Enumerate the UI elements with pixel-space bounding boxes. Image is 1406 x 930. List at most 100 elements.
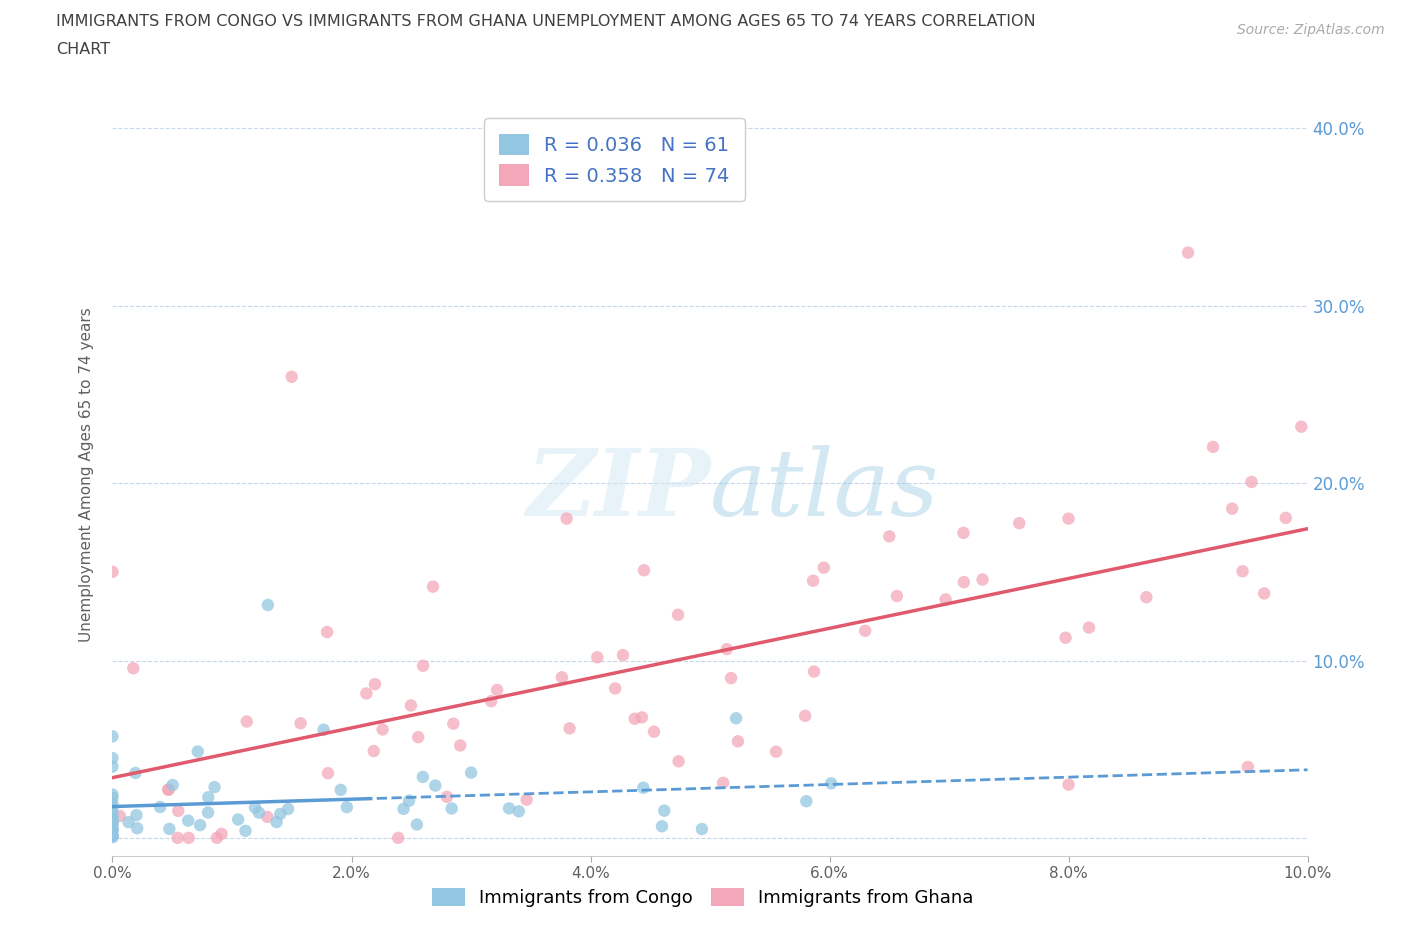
Point xyxy=(290,716,312,731)
Legend: Immigrants from Congo, Immigrants from Ghana: Immigrants from Congo, Immigrants from G… xyxy=(423,879,983,916)
Point xyxy=(441,716,464,731)
Point xyxy=(425,778,447,793)
Point xyxy=(329,782,352,797)
Point xyxy=(935,592,957,607)
Point xyxy=(356,686,378,701)
Point xyxy=(101,800,124,815)
Point xyxy=(651,818,673,833)
Point xyxy=(101,815,124,830)
Point xyxy=(406,730,429,745)
Point xyxy=(371,722,394,737)
Point xyxy=(422,579,444,594)
Point xyxy=(633,780,655,795)
Point xyxy=(157,821,180,836)
Point xyxy=(101,829,124,844)
Text: atlas: atlas xyxy=(710,445,939,535)
Point xyxy=(188,817,211,832)
Point xyxy=(803,664,825,679)
Point xyxy=(1054,631,1077,645)
Point xyxy=(281,369,304,384)
Point xyxy=(101,824,124,839)
Point xyxy=(101,812,124,827)
Point xyxy=(177,830,200,845)
Point xyxy=(633,563,655,578)
Text: CHART: CHART xyxy=(56,42,110,57)
Point xyxy=(266,815,288,830)
Point xyxy=(399,698,422,713)
Point xyxy=(820,776,842,790)
Point xyxy=(412,769,434,784)
Point xyxy=(101,830,124,844)
Point xyxy=(167,804,190,818)
Point xyxy=(122,661,145,676)
Point xyxy=(226,812,249,827)
Point xyxy=(498,801,520,816)
Point xyxy=(551,670,574,684)
Point xyxy=(269,806,291,821)
Point xyxy=(247,805,270,820)
Point xyxy=(211,827,233,842)
Text: Source: ZipAtlas.com: Source: ZipAtlas.com xyxy=(1237,23,1385,37)
Point xyxy=(101,790,124,805)
Point xyxy=(398,793,420,808)
Point xyxy=(277,802,299,817)
Y-axis label: Unemployment Among Ages 65 to 74 years: Unemployment Among Ages 65 to 74 years xyxy=(79,307,94,642)
Point xyxy=(101,806,124,821)
Point xyxy=(125,807,148,822)
Point xyxy=(236,714,259,729)
Point xyxy=(101,821,124,836)
Point xyxy=(162,777,184,792)
Point xyxy=(586,650,609,665)
Point xyxy=(1202,440,1225,455)
Point xyxy=(197,790,219,804)
Point xyxy=(1078,620,1101,635)
Point xyxy=(952,525,974,540)
Point xyxy=(101,729,124,744)
Point xyxy=(555,512,578,526)
Point xyxy=(316,625,339,640)
Point xyxy=(316,765,339,780)
Point xyxy=(336,800,359,815)
Point xyxy=(1220,501,1243,516)
Point xyxy=(1008,516,1031,531)
Point xyxy=(794,709,817,724)
Point xyxy=(157,782,180,797)
Point xyxy=(256,809,278,824)
Point xyxy=(765,744,787,759)
Point xyxy=(1274,511,1296,525)
Point xyxy=(364,677,387,692)
Point xyxy=(101,817,124,832)
Point xyxy=(623,711,645,726)
Point xyxy=(108,808,131,823)
Point xyxy=(101,829,124,844)
Point xyxy=(257,598,280,613)
Point xyxy=(1253,586,1275,601)
Point xyxy=(1135,590,1157,604)
Point xyxy=(101,565,124,579)
Point xyxy=(605,681,627,696)
Point xyxy=(243,800,266,815)
Point xyxy=(205,830,228,845)
Text: IMMIGRANTS FROM CONGO VS IMMIGRANTS FROM GHANA UNEMPLOYMENT AMONG AGES 65 TO 74 : IMMIGRANTS FROM CONGO VS IMMIGRANTS FROM… xyxy=(56,14,1036,29)
Point xyxy=(631,710,654,724)
Point xyxy=(149,800,172,815)
Point xyxy=(813,560,835,575)
Point xyxy=(101,787,124,802)
Point xyxy=(796,794,818,809)
Point xyxy=(101,751,124,765)
Point xyxy=(440,801,463,816)
Point xyxy=(668,754,690,769)
Point xyxy=(101,810,124,825)
Point xyxy=(1057,777,1080,792)
Point xyxy=(127,821,149,836)
Point xyxy=(727,734,749,749)
Point xyxy=(312,723,335,737)
Point xyxy=(101,829,124,844)
Point xyxy=(716,642,738,657)
Point xyxy=(479,694,502,709)
Point xyxy=(117,815,139,830)
Point xyxy=(725,711,748,725)
Point xyxy=(197,805,219,820)
Point xyxy=(1291,419,1313,434)
Point xyxy=(101,822,124,837)
